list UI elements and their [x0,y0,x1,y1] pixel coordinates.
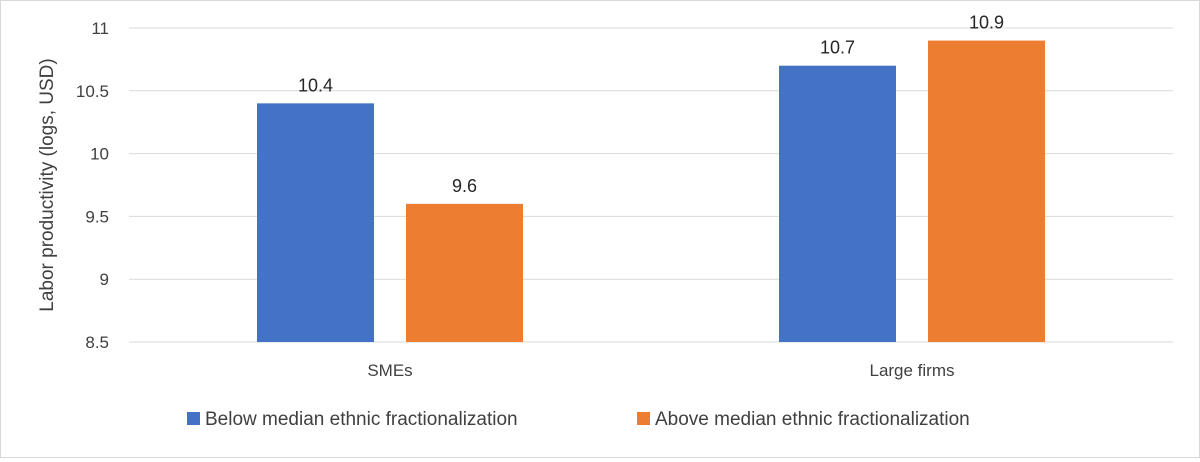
y-tick-label: 9.5 [85,207,109,226]
data-label: 10.7 [820,38,855,58]
x-axis-ticks: SMEs Large firms [367,361,954,380]
bars [257,40,1045,343]
x-tick-label: Large firms [869,361,954,380]
legend-swatch [637,412,650,425]
y-tick-label: 8.5 [85,333,109,352]
y-tick-label: 10.5 [76,82,109,101]
bar [257,103,374,342]
y-axis-label: Labor productivity (logs, USD) [37,58,58,311]
y-tick-label: 9 [100,270,109,289]
legend-swatch [187,412,200,425]
y-tick-label: 11 [91,19,109,38]
data-label: 10.9 [969,13,1004,33]
data-label: 9.6 [452,176,477,196]
bar [406,203,523,342]
data-labels: 10.4 9.6 10.7 10.9 [298,13,1004,196]
legend: Below median ethnic fractionalization Abo… [187,409,970,430]
data-label: 10.4 [298,75,333,95]
legend-label: Above median ethnic fractionalization [655,409,970,430]
y-axis-ticks: 8.5 9 9.5 10 10.5 11 [76,19,109,352]
x-tick-label: SMEs [367,361,412,380]
legend-label: Below median ethnic fractionalization [205,409,518,430]
bar [928,40,1045,343]
bar [779,65,896,343]
y-tick-label: 10 [90,145,109,164]
